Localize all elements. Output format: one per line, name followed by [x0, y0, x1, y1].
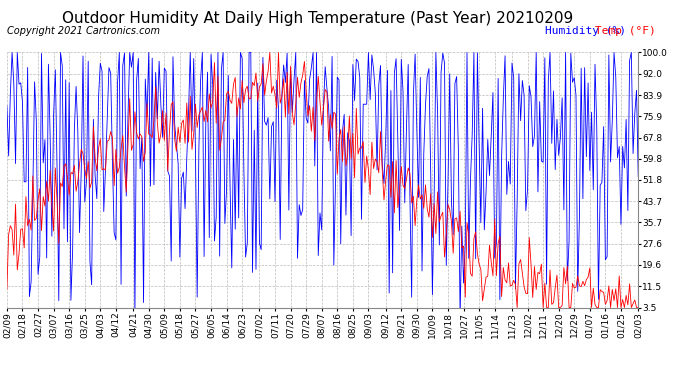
- Text: Copyright 2021 Cartronics.com: Copyright 2021 Cartronics.com: [7, 26, 160, 36]
- Text: Humidity (%): Humidity (%): [545, 26, 626, 36]
- Text: Outdoor Humidity At Daily High Temperature (Past Year) 20210209: Outdoor Humidity At Daily High Temperatu…: [62, 11, 573, 26]
- Text: Temp (°F): Temp (°F): [595, 26, 656, 36]
